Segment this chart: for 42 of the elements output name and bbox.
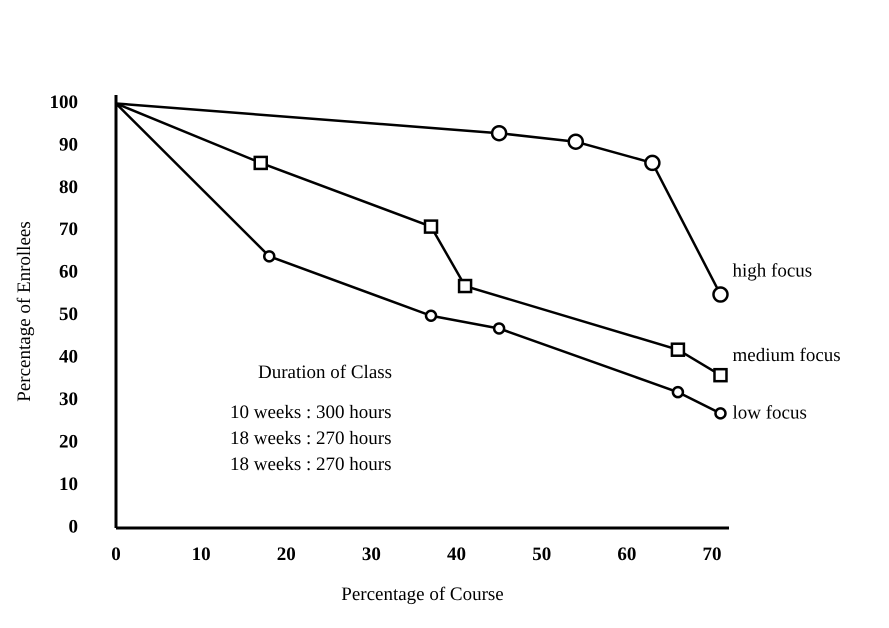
x-tick-label: 70 xyxy=(702,544,722,565)
x-tick-label: 0 xyxy=(111,544,121,565)
point xyxy=(490,124,508,142)
series-label: medium focus xyxy=(732,345,841,366)
point xyxy=(253,156,268,170)
y-tick-label: 90 xyxy=(59,134,78,156)
point xyxy=(714,407,727,420)
point xyxy=(644,154,661,172)
annotation: 18 weeks : 270 hours xyxy=(230,428,392,449)
y-tick-label: 10 xyxy=(59,474,78,495)
y-tick-label: 30 xyxy=(59,389,78,410)
y-tick-label: 70 xyxy=(59,219,78,240)
annotation: 18 weeks : 270 hours xyxy=(230,454,392,475)
point xyxy=(492,322,506,335)
y-tick-label: 100 xyxy=(50,92,78,113)
x-tick-label: 20 xyxy=(276,544,296,565)
x-tick-label: 30 xyxy=(362,544,381,565)
y-tick-label: 0 xyxy=(68,516,78,538)
point xyxy=(263,250,276,263)
x-tick-label: 60 xyxy=(617,544,636,565)
annotation: 10 weeks : 300 hours xyxy=(230,402,392,423)
point xyxy=(670,342,686,357)
y-tick-label: 80 xyxy=(59,176,78,198)
x-axis-title: Percentage of Course xyxy=(341,584,504,605)
annotation: Duration of Class xyxy=(258,362,392,383)
point xyxy=(424,309,438,322)
point xyxy=(672,386,684,398)
x-tick-label: 40 xyxy=(447,544,466,565)
series-label: low focus xyxy=(732,402,807,424)
y-tick-label: 20 xyxy=(59,431,78,452)
y-tick-label: 60 xyxy=(59,262,78,283)
y-tick-label: 50 xyxy=(59,304,78,326)
point xyxy=(568,133,584,150)
x-tick-label: 50 xyxy=(532,544,552,565)
series-label: high focus xyxy=(732,260,812,282)
y-axis-title: Percentage of Enrollees xyxy=(14,221,35,402)
point xyxy=(713,368,728,382)
point xyxy=(712,286,729,303)
x-tick-label: 10 xyxy=(192,544,211,565)
y-tick-label: 40 xyxy=(59,346,78,368)
point xyxy=(458,278,472,294)
point xyxy=(424,219,438,234)
